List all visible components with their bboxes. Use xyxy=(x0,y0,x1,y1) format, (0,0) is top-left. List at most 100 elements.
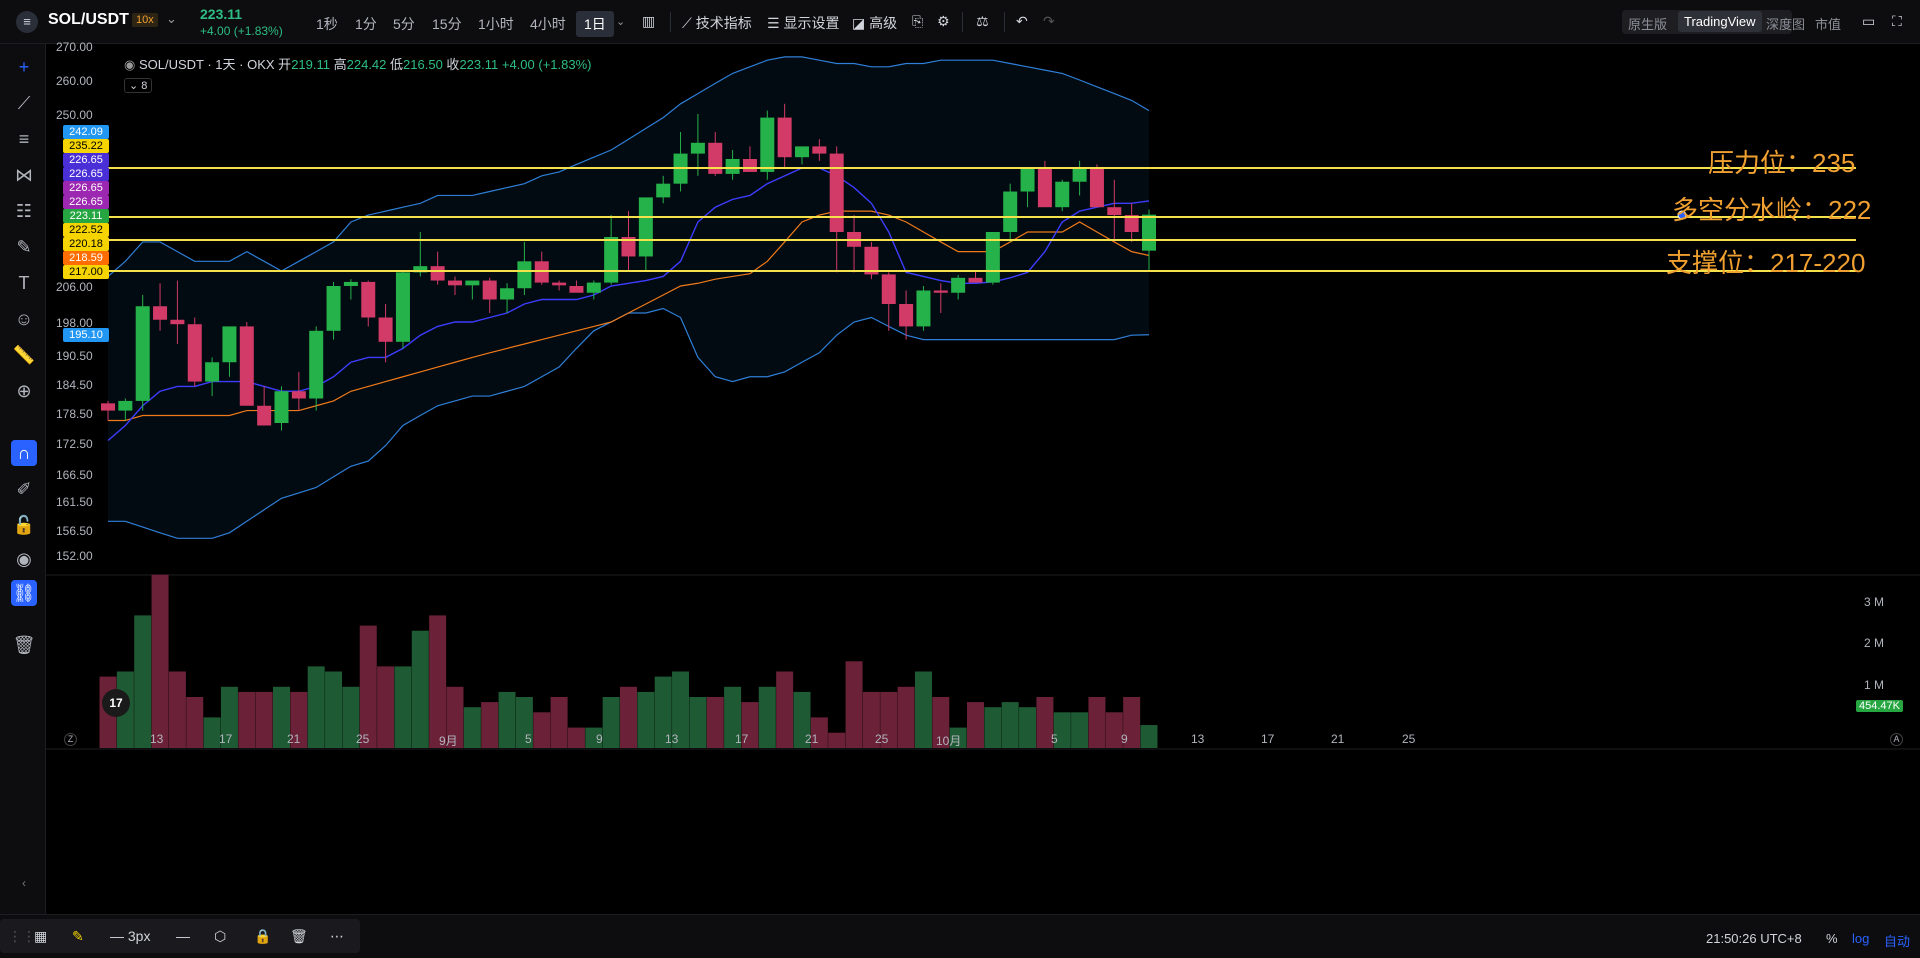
view-depth[interactable]: 深度图 xyxy=(1766,17,1806,32)
advanced-icon: ◪ xyxy=(852,15,870,31)
candle xyxy=(101,403,115,411)
pattern-icon[interactable]: ⋈ xyxy=(15,164,33,185)
stroke-width-button[interactable]: — 3px xyxy=(110,928,151,944)
time-axis-label: 9 xyxy=(1121,732,1128,746)
brush-icon[interactable]: ✎ xyxy=(16,236,32,257)
delete-drawing-icon[interactable]: 🗑 xyxy=(290,928,308,944)
time-axis-label: 25 xyxy=(1402,732,1416,746)
settings-gear-icon[interactable]: ⚙ xyxy=(937,13,950,29)
timeframe-5m[interactable]: 5分 xyxy=(393,16,415,32)
volume-axis-label: 2 M xyxy=(1864,636,1885,650)
lock-pen-icon[interactable]: ✐ xyxy=(16,478,32,499)
annotation-pivot[interactable]: 多空分水岭：222 xyxy=(1672,195,1872,225)
view-tradingview[interactable]: TradingView xyxy=(1678,11,1762,32)
drag-handle-icon[interactable]: ⋮⋮ xyxy=(8,928,36,944)
timeframe-15m[interactable]: 15分 xyxy=(432,16,462,32)
templates-icon[interactable]: ▦ xyxy=(34,928,48,944)
lock-icon[interactable]: 🔓 xyxy=(12,514,36,535)
trend-line-icon[interactable]: ⟋ xyxy=(17,92,31,113)
candle xyxy=(482,280,497,300)
indicators-button[interactable]: ⟋ 技术指标 xyxy=(682,15,752,31)
zoom-in-icon[interactable]: ⊕ xyxy=(16,380,32,401)
volume-bar xyxy=(429,615,447,748)
volume-value-tag: 454.47K xyxy=(1856,700,1903,712)
timeframe-4h[interactable]: 4小时 xyxy=(530,16,566,32)
timeframe-1h[interactable]: 1小时 xyxy=(478,16,514,32)
chevron-down-icon[interactable]: ⌄ xyxy=(166,11,177,26)
candle xyxy=(916,290,931,327)
lock-drawing-icon[interactable]: 🔒 xyxy=(254,928,272,944)
auto-toggle[interactable]: 自动 xyxy=(1884,934,1911,949)
emoji-icon[interactable]: ☺ xyxy=(14,308,34,329)
fib-icon[interactable]: ☷ xyxy=(15,200,33,221)
annotation-resistance[interactable]: 压力位：235 xyxy=(1708,148,1856,178)
timeframe-1m[interactable]: 1分 xyxy=(355,16,377,32)
volume-bar xyxy=(862,691,880,748)
ruler-icon[interactable]: 📏 xyxy=(12,344,36,365)
price-axis-label: 178.50 xyxy=(56,407,93,421)
more-icon[interactable]: ⋯ xyxy=(330,928,344,944)
display-settings-button[interactable]: ☰ 显示设置 xyxy=(767,15,840,31)
timeframe-1d[interactable]: 1日 xyxy=(576,11,614,37)
volume-bar xyxy=(1036,697,1054,748)
candle xyxy=(742,159,757,172)
candle-type-icon[interactable]: ▥ xyxy=(642,13,656,29)
volume-bar xyxy=(567,727,585,748)
horizontal-lines-icon[interactable]: ≡ xyxy=(18,128,30,149)
price-tag: 195.10 xyxy=(63,328,109,342)
candle xyxy=(326,286,341,331)
collapse-icon[interactable]: ‹ xyxy=(22,876,26,890)
candle xyxy=(517,261,532,289)
menu-icon[interactable]: ≡ xyxy=(16,11,38,33)
text-icon[interactable]: T xyxy=(18,272,30,293)
candle xyxy=(1089,168,1104,208)
price-axis-label: 172.50 xyxy=(56,437,93,451)
auto-scale-icon[interactable]: A xyxy=(1890,733,1903,746)
volume-bar xyxy=(932,697,950,748)
percent-toggle[interactable]: % xyxy=(1826,931,1838,946)
log-toggle[interactable]: log xyxy=(1852,931,1870,946)
redo-icon[interactable]: ↷ xyxy=(1043,13,1055,29)
leverage-badge: 10x xyxy=(132,13,158,27)
link-icon[interactable]: ⛓ xyxy=(11,580,37,606)
compare-scale-icon[interactable]: ⚖ xyxy=(976,13,989,29)
candle xyxy=(1037,168,1052,208)
top-toolbar: ≡ SOL/USDT 10x ⌄ 223.11 +4.00 (+1.83%) 1… xyxy=(0,0,1920,44)
legend-change: +4.00 (+1.83%) xyxy=(501,57,592,72)
volume-bar xyxy=(897,686,915,748)
indicator-counter[interactable]: ⌄ 8 xyxy=(124,78,153,93)
candle xyxy=(795,146,809,158)
crosshair-icon[interactable]: + xyxy=(18,56,30,77)
zoom-reset-icon[interactable]: Z xyxy=(64,733,77,746)
timeframe-1s[interactable]: 1秒 xyxy=(316,16,338,32)
layout-icon[interactable]: ▭ xyxy=(1862,13,1876,29)
snapshot-icon[interactable]: ⎘ xyxy=(912,13,924,29)
fullscreen-icon[interactable]: ⛶ xyxy=(1892,13,1902,29)
view-native[interactable]: 原生版 xyxy=(1628,17,1668,32)
candle xyxy=(586,282,601,293)
candle xyxy=(1107,207,1122,216)
time-axis-label: 13 xyxy=(665,732,679,746)
price-axis-label: 184.50 xyxy=(56,378,93,392)
legend-high: 224.42 xyxy=(346,57,387,72)
price-chart[interactable] xyxy=(46,44,1920,914)
chart-area[interactable]: ◉ SOL/USDT · 1天 · OKX 开219.11 高224.42 低2… xyxy=(46,40,1920,914)
line-style-icon[interactable]: — xyxy=(176,928,190,944)
time-axis-label: 21 xyxy=(805,732,819,746)
timeframe-dropdown-icon[interactable]: ⌄ xyxy=(616,16,626,28)
pencil-color-icon[interactable]: ✎ xyxy=(72,928,84,944)
magnet-icon[interactable]: ∩ xyxy=(11,440,37,466)
eye-icon[interactable]: ◉ xyxy=(16,548,32,569)
volume-bar xyxy=(168,671,186,748)
advanced-button[interactable]: ◪ 高级 xyxy=(852,15,898,31)
view-market-cap[interactable]: 市值 xyxy=(1815,17,1842,32)
symbol-selector[interactable]: SOL/USDT xyxy=(48,11,129,28)
trash-icon[interactable]: 🗑 xyxy=(12,634,36,655)
settings-icon[interactable]: ⬡ xyxy=(214,928,227,944)
candle xyxy=(1055,181,1070,208)
volume-bar xyxy=(967,702,984,748)
tradingview-logo-icon[interactable]: 17 xyxy=(102,689,130,717)
undo-icon[interactable]: ↶ xyxy=(1016,13,1028,29)
volume-bar xyxy=(949,727,967,748)
annotation-support[interactable]: 支撑位：217-220 xyxy=(1666,248,1866,278)
